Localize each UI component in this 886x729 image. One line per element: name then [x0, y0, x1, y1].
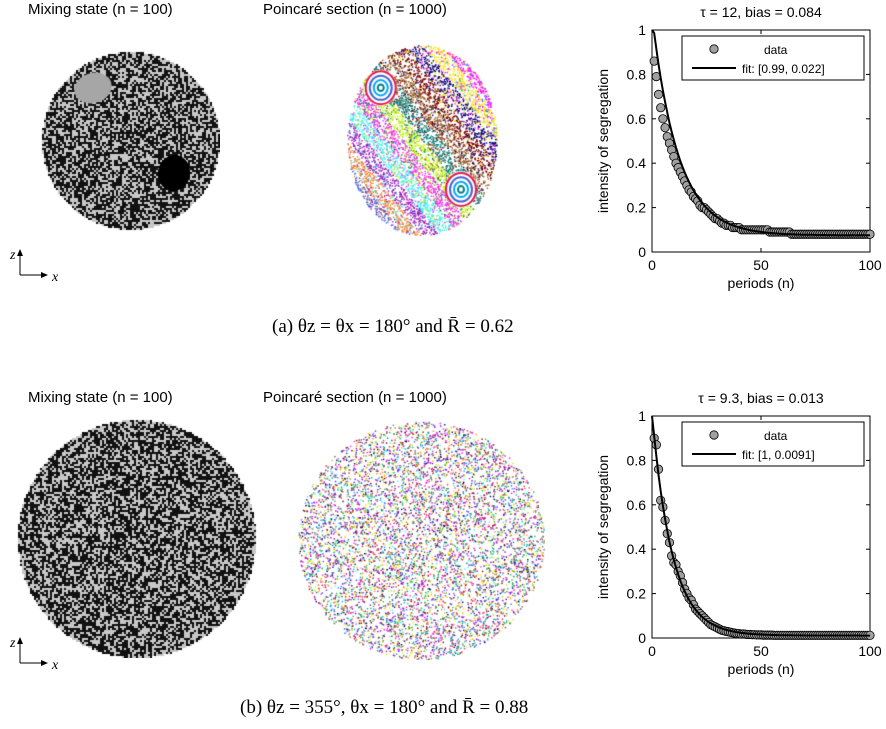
legend-box: [681, 35, 865, 81]
y-tick-label: 0.2: [627, 586, 647, 602]
segregation-chart-a: τ = 12, bias = 0.084 0 0.2 0.4 0.6 0.8 1 0 50 100…: [595, 4, 882, 291]
legend-label-fit: fit: [1, 0.0091]: [742, 448, 815, 462]
axis-indicator-a: z x: [10, 248, 59, 285]
y-tick-label: 0.6: [627, 497, 647, 513]
x-tick-label: 100: [858, 643, 882, 659]
caption-a: (a) θz = θx = 180° and R̄ = 0.62: [272, 316, 514, 337]
poincare-title-a: Poincaré section (n = 1000): [263, 1, 447, 18]
mixing-state-image-a: [40, 40, 220, 240]
data-point: [660, 123, 670, 133]
x-axis-label: periods (n): [728, 661, 795, 677]
data-point: [865, 229, 875, 239]
y-tick-label: 1: [638, 408, 646, 424]
y-tick-label: 0.2: [627, 200, 647, 216]
z-axis-label: z: [10, 248, 16, 263]
y-tick-label: 0: [638, 244, 646, 260]
x-tick-label: 50: [753, 643, 769, 659]
y-tick-label: 1: [638, 22, 646, 38]
poincare-section-image-b: [297, 420, 545, 660]
mixing-title-b: Mixing state (n = 100): [28, 389, 173, 406]
poincare-title-b: Poincaré section (n = 1000): [263, 389, 447, 406]
x-tick-label: 0: [648, 643, 656, 659]
legend-marker-data: [709, 430, 719, 440]
x-axis-label: periods (n): [728, 275, 795, 291]
y-tick-label: 0.4: [627, 155, 647, 171]
y-tick-label: 0.8: [627, 66, 647, 82]
legend-label-data: data: [764, 429, 788, 443]
x-axis-label: x: [51, 658, 59, 673]
mixing-state-image-b: [10, 418, 262, 658]
data-point: [658, 114, 668, 124]
y-tick-label: 0.4: [627, 541, 647, 557]
legend-marker-data: [709, 44, 719, 54]
chart-title: τ = 9.3, bias = 0.013: [698, 390, 824, 406]
x-tick-label: 0: [648, 257, 656, 273]
z-arrowhead-icon: [17, 249, 23, 256]
y-axis-label: intensity of segregation: [595, 455, 611, 599]
y-tick-label: 0.6: [627, 111, 647, 127]
fit-line: [651, 29, 870, 237]
y-axis-label: intensity of segregation: [595, 69, 611, 213]
caption-b: (b) θz = 355°, θx = 180° and R̄ = 0.88: [240, 697, 529, 718]
fit-line: [651, 415, 870, 637]
x-axis-label: x: [51, 270, 59, 285]
x-tick-label: 100: [858, 257, 882, 273]
z-axis-label: z: [10, 636, 16, 651]
legend-label-data: data: [764, 43, 788, 57]
segregation-chart-b: τ = 9.3, bias = 0.013 0 0.2 0.4 0.6 0.8 1 0 50 10…: [595, 390, 882, 677]
x-arrowhead-icon: [41, 272, 48, 278]
x-arrowhead-icon: [41, 660, 48, 666]
legend-box: [681, 421, 865, 467]
axis-indicator-b: z x: [10, 636, 59, 673]
poincare-section-image-a: [346, 44, 498, 236]
mixing-title-a: Mixing state (n = 100): [28, 1, 173, 18]
y-tick-label: 0: [638, 630, 646, 646]
legend-label-fit: fit: [0.99, 0.022]: [742, 62, 825, 76]
data-point: [653, 89, 664, 99]
y-tick-label: 0.8: [627, 452, 647, 468]
data-point: [656, 103, 666, 113]
chart-title: τ = 12, bias = 0.084: [700, 4, 822, 20]
x-tick-label: 50: [753, 257, 769, 273]
z-arrowhead-icon: [17, 637, 23, 644]
